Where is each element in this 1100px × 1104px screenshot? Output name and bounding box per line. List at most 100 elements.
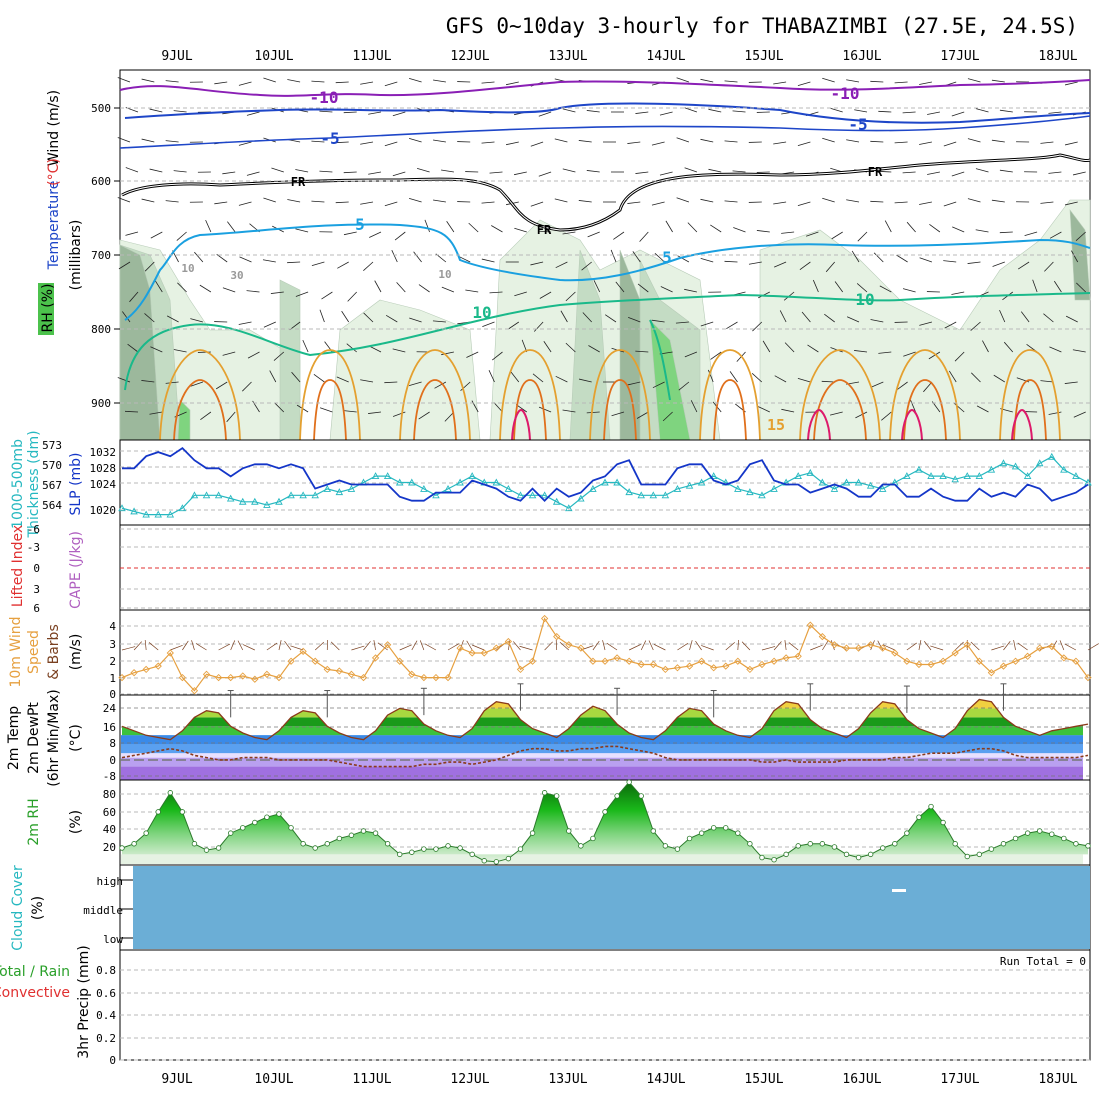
wind10m-label-4: (m/s) [68, 634, 84, 671]
rh2m-unit: (%) [68, 810, 84, 834]
bottom-date-label: 17JUL [940, 1072, 979, 1087]
contour-label: 10 [472, 303, 491, 322]
rh2m-marker [675, 847, 680, 852]
temp2m-label-4: (°C) [68, 724, 84, 752]
run-total-label: Run Total = 0 [1000, 955, 1086, 968]
precip-axis: 0.80.60.40.20 [96, 964, 116, 1067]
precip-total-label: Total / Rain [0, 964, 70, 980]
rh-shade-region [280, 280, 300, 440]
rh2m-marker [542, 790, 547, 795]
rh2m-marker [1062, 836, 1067, 841]
wind10m-tick-label: 3 [109, 638, 116, 651]
rh2m-marker [518, 847, 523, 852]
rh2m-marker [530, 831, 535, 836]
rh2m-marker [434, 847, 439, 852]
temp2m-tick-label: 0 [109, 754, 116, 767]
rh2m-marker [760, 855, 765, 860]
rh2m-marker [796, 844, 801, 849]
rh2m-tick-label: 80 [103, 788, 116, 801]
pressure-tick-label: 700 [91, 249, 111, 262]
rh2m-marker [228, 831, 233, 836]
top-date-label: 12JUL [450, 49, 489, 64]
rh2m-marker [446, 844, 451, 849]
rh2m-marker [349, 833, 354, 838]
rh2m-marker [240, 826, 245, 831]
rh2m-marker [880, 846, 885, 851]
cloud-panel: high middle low Cloud Cover (%) [10, 865, 1090, 951]
temp-band [121, 744, 1083, 753]
thickness-tick-label: 573 [42, 439, 62, 452]
pressure-tick-label: 900 [91, 397, 111, 410]
top-date-label: 10JUL [254, 49, 293, 64]
rh2m-marker [844, 852, 849, 857]
rh2m-marker [699, 831, 704, 836]
rh2m-marker [965, 854, 970, 859]
wind-unit-label: Wind (m/s) [46, 90, 62, 166]
bottom-date-label: 12JUL [450, 1072, 489, 1087]
chart-title: GFS 0~10day 3-hourly for THABAZIMBI (27.… [446, 14, 1078, 38]
rh2m-marker [736, 831, 741, 836]
rh2m-marker [337, 836, 342, 841]
rh2m-marker [603, 810, 608, 815]
contour-label: 10 [855, 290, 874, 309]
rh2m-marker [989, 847, 994, 852]
cape-tick-label: -3 [27, 541, 40, 554]
precip-frame [120, 950, 1090, 1060]
precip-tick-label: 0.4 [96, 1009, 116, 1022]
cape-tick-label: 0 [33, 562, 40, 575]
top-date-label: 18JUL [1038, 49, 1077, 64]
bottom-date-label: 9JUL [161, 1072, 192, 1087]
rh2m-marker [397, 852, 402, 857]
pressure-tick-label: 500 [91, 102, 111, 115]
temp-band [121, 758, 1083, 767]
rh2m-marker [953, 841, 958, 846]
slp-tick-label: 1028 [90, 462, 117, 475]
top-date-label: 13JUL [548, 49, 587, 64]
bottom-date-label: 14JUL [646, 1072, 685, 1087]
rh2m-marker [253, 820, 258, 825]
rh2m-marker [1037, 829, 1042, 834]
top-date-label: 11JUL [352, 49, 391, 64]
rh2m-marker [120, 846, 125, 851]
thickness-tick-label: 564 [42, 499, 62, 512]
rh2m-marker [265, 815, 270, 820]
rh2m-marker [301, 841, 306, 846]
rh2m-marker [591, 836, 596, 841]
rh2m-marker [917, 815, 922, 820]
contour-label: -10 [310, 88, 339, 107]
cape-tick-label: 3 [33, 583, 40, 596]
top-date-label: 9JUL [161, 49, 192, 64]
temp2m-label-1: 2m Temp [6, 706, 22, 770]
rh2m-marker [687, 836, 692, 841]
slp-tick-label: 1032 [90, 446, 117, 459]
contour-label: FR [537, 223, 552, 237]
contour-label: -10 [831, 84, 860, 103]
millibars-label: (millibars) [68, 220, 84, 291]
cape-tick-label: 6 [33, 602, 40, 615]
rh2m-marker [748, 841, 753, 846]
rh2m-marker [277, 812, 282, 817]
top-date-label: 15JUL [744, 49, 783, 64]
bottom-date-label: 10JUL [254, 1072, 293, 1087]
cloud-level-middle: middle [83, 904, 123, 917]
rh2m-marker [325, 841, 330, 846]
wind10m-tick-label: 4 [109, 620, 116, 633]
temp2m-tick-label: 16 [103, 721, 116, 734]
rh2m-tick-label: 40 [103, 823, 116, 836]
precip-tick-label: 0 [109, 1054, 116, 1067]
precip-convective-label: Convective [0, 985, 70, 1001]
rh2m-marker [494, 860, 499, 865]
cloud-fill [133, 866, 1090, 949]
rh2m-marker [289, 826, 294, 831]
precip-panel: 0.80.60.40.20 Run Total = 0 Total / Rain… [0, 945, 1090, 1067]
wind10m-label-1: 10m Wind [8, 616, 24, 687]
rh2m-marker [723, 826, 728, 831]
rh2m-marker [579, 844, 584, 849]
